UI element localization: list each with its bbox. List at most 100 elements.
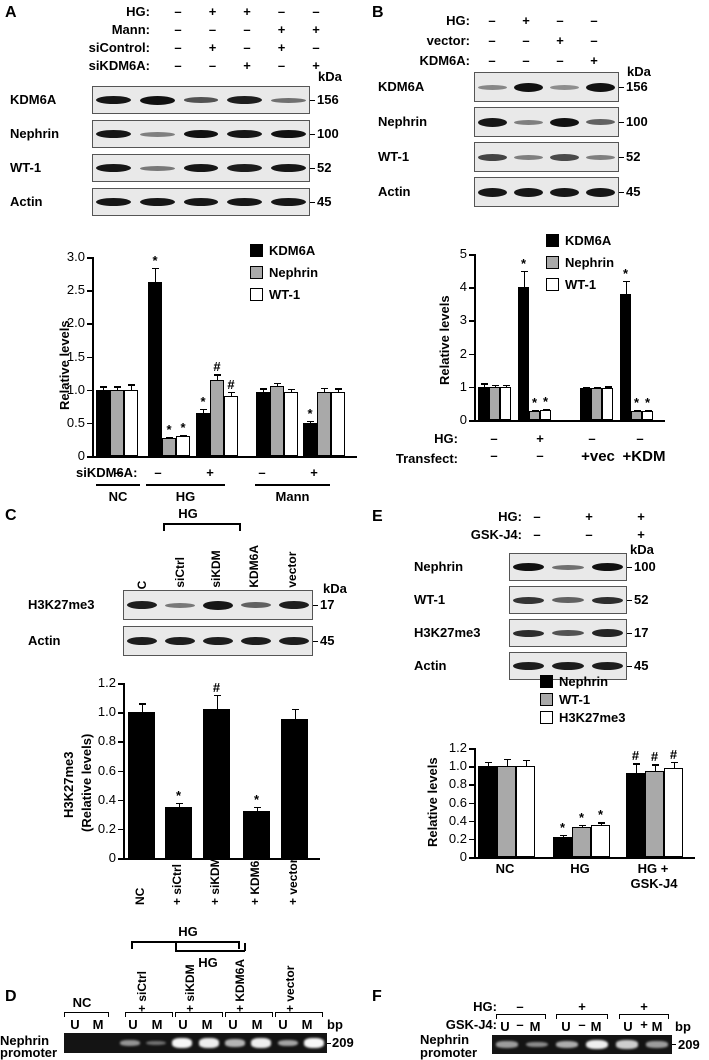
a-error-cap (307, 420, 314, 423)
a-y-tick-label: 1.5 (66, 348, 85, 364)
c-hg-bottom-bracket-r (244, 943, 246, 951)
c-bar (281, 719, 308, 858)
b-transfect-value: +vec (581, 448, 615, 465)
e-y-axis (474, 748, 476, 857)
b-blot-nephrin-band (477, 117, 507, 127)
e-error-bar (525, 759, 527, 767)
a-condition-3-sign: – (208, 58, 217, 73)
a-bar (110, 389, 124, 456)
c-kda-header: kDa (323, 581, 347, 596)
b-blot-kdm6a-label: KDM6A (378, 79, 425, 94)
b-significance-mark: * (622, 265, 629, 281)
a-significance-mark: # (213, 359, 221, 375)
e-blot-actin-band (552, 662, 584, 670)
f-gel-band (495, 1041, 519, 1048)
a-blot-nephrin-band (270, 130, 306, 138)
e-blot-h3k27me3-band (552, 630, 584, 636)
f-row-label-1: Nephrin (420, 1032, 470, 1047)
d-lane-label: + siCtrl (135, 970, 149, 1012)
c-hg-bottom: HG (198, 955, 218, 970)
b-condition-2-label: KDM6A: (419, 53, 470, 68)
d-um-label: M (92, 1017, 104, 1032)
e-group-label: HG (570, 861, 590, 876)
b-hg-sign: – (588, 431, 596, 446)
a-y-tick-label: 2.0 (66, 315, 85, 331)
a-y-tick-label: 0.5 (66, 414, 85, 430)
f-bp-tick (672, 1044, 676, 1045)
c-blot-actin-band (202, 637, 234, 645)
a-error-cap (180, 434, 187, 436)
d-lane-bracket-r (172, 1012, 174, 1017)
kda-tick (627, 633, 632, 634)
b-error-cap (622, 280, 630, 282)
a-sikdm6a-sign: + (310, 465, 318, 480)
b-blot-nephrin-band (586, 119, 616, 125)
e-significance-mark: * (559, 820, 566, 836)
e-condition-1-sign: – (533, 527, 541, 542)
panel-label-f: F (372, 988, 382, 1005)
b-blot-kdm6a-band (513, 82, 543, 92)
b-y-tick-label: 4 (459, 279, 467, 295)
d-lane-bracket-r (108, 1012, 110, 1017)
kda-tick (619, 192, 624, 193)
a-blot-actin-band (270, 198, 306, 206)
a-error-cap (114, 386, 121, 388)
c-error-bar (178, 802, 180, 807)
f-bp-value: 209 (678, 1037, 700, 1052)
a-significance-mark: * (166, 421, 172, 437)
b-blot-actin-band (477, 187, 507, 197)
e-blot-h3k27me3-band (591, 629, 624, 637)
d-gel-band (172, 1038, 193, 1048)
e-error-cap (578, 825, 586, 827)
f-gel-band (645, 1041, 669, 1048)
a-condition-2-sign: + (208, 40, 217, 55)
f-lane-bracket-r (545, 1014, 547, 1019)
a-bar (162, 438, 176, 456)
a-condition-1-sign: + (312, 22, 320, 37)
kda-tick (619, 122, 624, 123)
e-condition-0-sign: – (533, 509, 541, 524)
a-error-bar (338, 388, 339, 393)
a-blot-nephrin-band (227, 130, 263, 138)
d-gel-band (277, 1039, 298, 1047)
d-lane-bracket-l (275, 1012, 277, 1017)
a-condition-2-sign: – (174, 40, 182, 55)
c-significance-mark: # (212, 679, 221, 695)
f-row-label-2: promoter (420, 1045, 478, 1060)
c-x-label: + siKDM (208, 857, 222, 905)
f-condition-0-sign: + (578, 999, 586, 1014)
d-row-label-2: promoter (0, 1045, 58, 1060)
f-um-label: U (500, 1019, 510, 1034)
a-condition-1-sign: – (208, 22, 217, 37)
a-error-bar (277, 383, 278, 387)
a-sikdm6a-sign: + (206, 465, 214, 480)
a-bar (303, 422, 317, 456)
b-y-tick-label: 2 (459, 345, 467, 361)
a-error-bar (103, 386, 104, 390)
e-blot-nephrin-band (591, 563, 624, 571)
c-y-tick (118, 858, 123, 860)
b-error-cap (520, 270, 528, 272)
kda-value: 52 (626, 149, 641, 164)
d-lane-bracket-l (64, 1012, 66, 1017)
panel-label-c: C (5, 507, 17, 524)
e-error-cap (559, 835, 567, 837)
e-error-cap (651, 764, 659, 766)
a-sikdm6a-label: siKDM6A: (76, 465, 138, 480)
kda-value: 45 (634, 658, 649, 673)
b-bar (631, 411, 642, 420)
e-y-tick-label: 0.6 (448, 794, 467, 810)
e-blot-h3k27me3-label: H3K27me3 (414, 625, 481, 640)
e-error-bar (487, 761, 489, 767)
a-group-bracket (146, 484, 225, 486)
b-significance-mark: * (644, 395, 651, 411)
a-blot-kdm6a-band (227, 96, 263, 104)
a-sikdm6a-sign: – (154, 465, 162, 480)
a-legend-label: Nephrin (269, 265, 319, 280)
a-blot-kdm6a-label: KDM6A (10, 92, 57, 107)
c-blot-h3k27me3-label: H3K27me3 (28, 597, 95, 612)
b-error-cap (633, 410, 641, 412)
c-error-bar (216, 694, 218, 710)
c-error-cap (138, 703, 146, 705)
a-y-tick (87, 356, 92, 358)
